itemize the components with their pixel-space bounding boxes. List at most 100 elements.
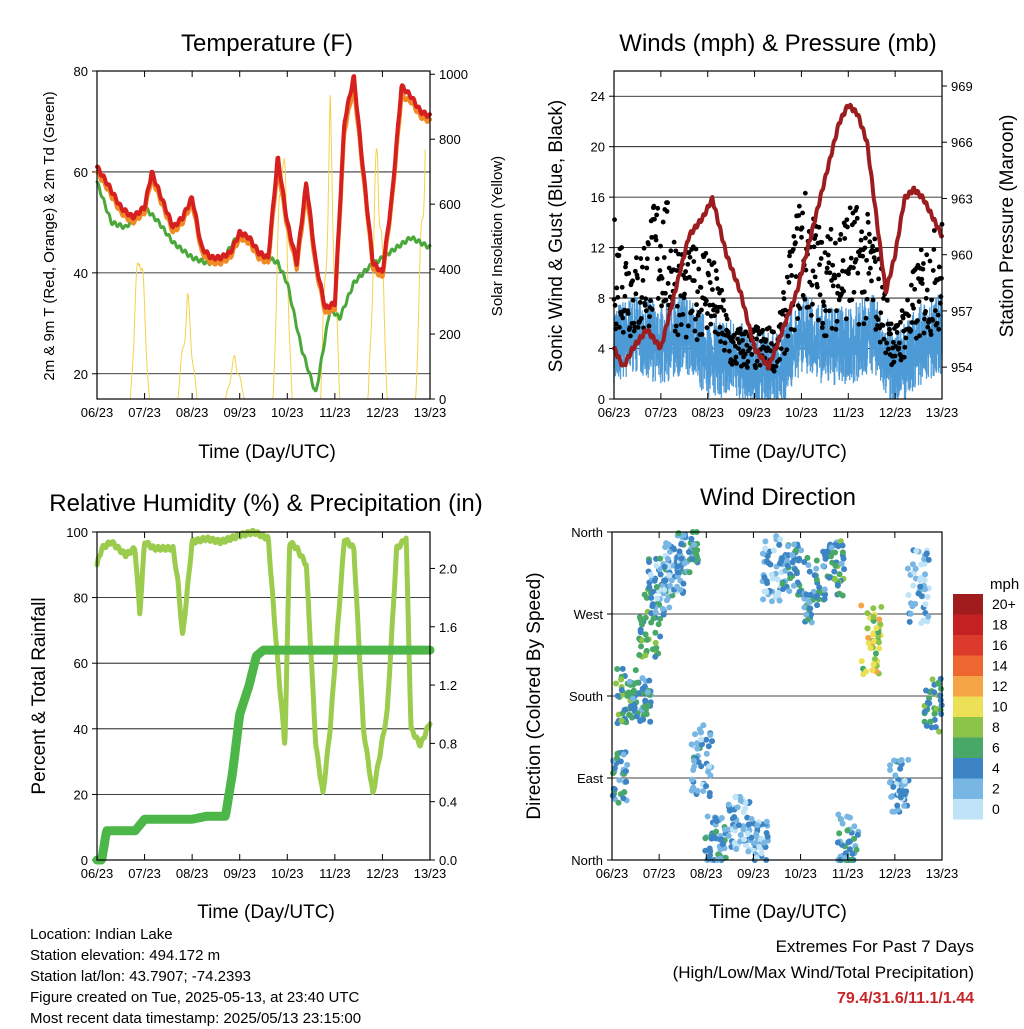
gust-point xyxy=(840,258,846,263)
gust-point xyxy=(634,255,639,261)
gust-point xyxy=(622,293,628,299)
gust-point xyxy=(820,320,826,326)
legend-swatch xyxy=(953,635,983,656)
legend-label: 0 xyxy=(992,801,1000,817)
legend-label: 16 xyxy=(992,637,1008,653)
extremes-box: Extremes For Past 7 Days (High/Low/Max W… xyxy=(673,934,974,1012)
direction-point xyxy=(717,836,724,843)
gust-point xyxy=(833,240,838,246)
gust-point xyxy=(715,286,721,292)
gust-point xyxy=(694,302,699,308)
gust-point xyxy=(816,317,821,323)
direction-point xyxy=(784,562,791,569)
direction-point xyxy=(680,580,687,587)
direction-point xyxy=(615,799,622,806)
direction-point xyxy=(901,791,908,798)
gust-point xyxy=(869,278,874,284)
direction-point xyxy=(922,601,929,608)
x-tick-label: 09/23 xyxy=(737,866,770,881)
direction-point xyxy=(648,594,655,601)
gust-point xyxy=(892,353,898,359)
direction-point xyxy=(912,565,919,572)
x-tick-label: 11/23 xyxy=(832,866,864,881)
gust-point xyxy=(623,260,629,266)
gust-point xyxy=(866,271,872,276)
gust-point xyxy=(613,321,619,327)
gust-point xyxy=(708,321,714,327)
gust-point xyxy=(760,327,766,333)
gust-point xyxy=(785,333,791,339)
speed-legend: 20+ 18 16 14 12 10 8 6 4 2 0 xyxy=(953,594,1016,820)
x-tick-label: 13/23 xyxy=(926,405,959,420)
direction-point xyxy=(814,602,821,609)
gust-point xyxy=(631,328,637,334)
gust-point xyxy=(665,200,670,206)
gust-point xyxy=(906,313,912,319)
gust-point xyxy=(909,320,915,325)
gust-point xyxy=(846,271,851,276)
gust-point xyxy=(844,217,850,223)
direction-point xyxy=(872,650,879,657)
y2-tick-label: 954 xyxy=(951,360,973,375)
direction-point xyxy=(694,745,701,752)
direction-point xyxy=(774,576,781,583)
gust-point xyxy=(895,322,901,328)
legend-title: mph xyxy=(990,576,1019,593)
gust-point xyxy=(620,329,626,335)
gust-point xyxy=(782,351,787,356)
gust-point xyxy=(820,299,826,305)
direction-point xyxy=(891,757,898,764)
direction-point xyxy=(832,562,839,569)
winds-xlabel: Time (Day/UTC) xyxy=(709,442,847,463)
direction-point xyxy=(921,556,928,563)
gust-point xyxy=(823,333,829,339)
direction-point xyxy=(901,777,908,784)
legend-swatch xyxy=(953,614,983,635)
direction-point xyxy=(646,584,653,591)
direction-point xyxy=(685,549,692,556)
direction-point xyxy=(689,776,696,783)
station-location: Location: Indian Lake xyxy=(30,926,173,943)
y-tick-label: 20 xyxy=(74,367,88,382)
gust-point xyxy=(615,294,621,300)
direction-point xyxy=(846,846,853,853)
direction-point xyxy=(828,544,835,551)
direction-point xyxy=(898,757,905,764)
gust-point xyxy=(791,233,797,239)
gust-point xyxy=(763,337,769,343)
gust-point xyxy=(890,339,896,345)
direction-point xyxy=(924,699,931,706)
direction-point xyxy=(609,792,616,799)
direction-point xyxy=(693,554,700,561)
gust-point xyxy=(931,247,937,252)
gust-point xyxy=(842,236,848,241)
gust-point xyxy=(843,316,849,322)
gust-point xyxy=(854,205,860,210)
legend-swatch xyxy=(953,758,983,779)
direction-point xyxy=(614,692,621,699)
direction-point xyxy=(651,577,658,584)
gust-point xyxy=(802,190,808,196)
y2-tick-label: 1000 xyxy=(439,67,468,82)
gust-point xyxy=(678,322,684,328)
direction-point xyxy=(910,582,917,589)
gust-point xyxy=(744,365,750,370)
gust-point xyxy=(928,328,933,334)
gust-point xyxy=(911,305,916,311)
direction-point xyxy=(698,741,705,748)
direction-point xyxy=(737,797,744,804)
gust-point xyxy=(861,289,867,295)
gust-point xyxy=(837,237,843,243)
direction-point xyxy=(657,633,664,640)
direction-point xyxy=(865,634,872,641)
direction-point xyxy=(616,777,623,784)
gust-point xyxy=(631,320,637,326)
direction-point xyxy=(664,555,671,562)
direction-point xyxy=(811,572,818,579)
gust-point xyxy=(830,262,836,268)
gust-point xyxy=(652,216,657,222)
direction-point xyxy=(677,586,684,593)
direction-point xyxy=(713,828,720,835)
x-tick-label: 08/23 xyxy=(690,866,723,881)
direction-point xyxy=(796,588,803,595)
